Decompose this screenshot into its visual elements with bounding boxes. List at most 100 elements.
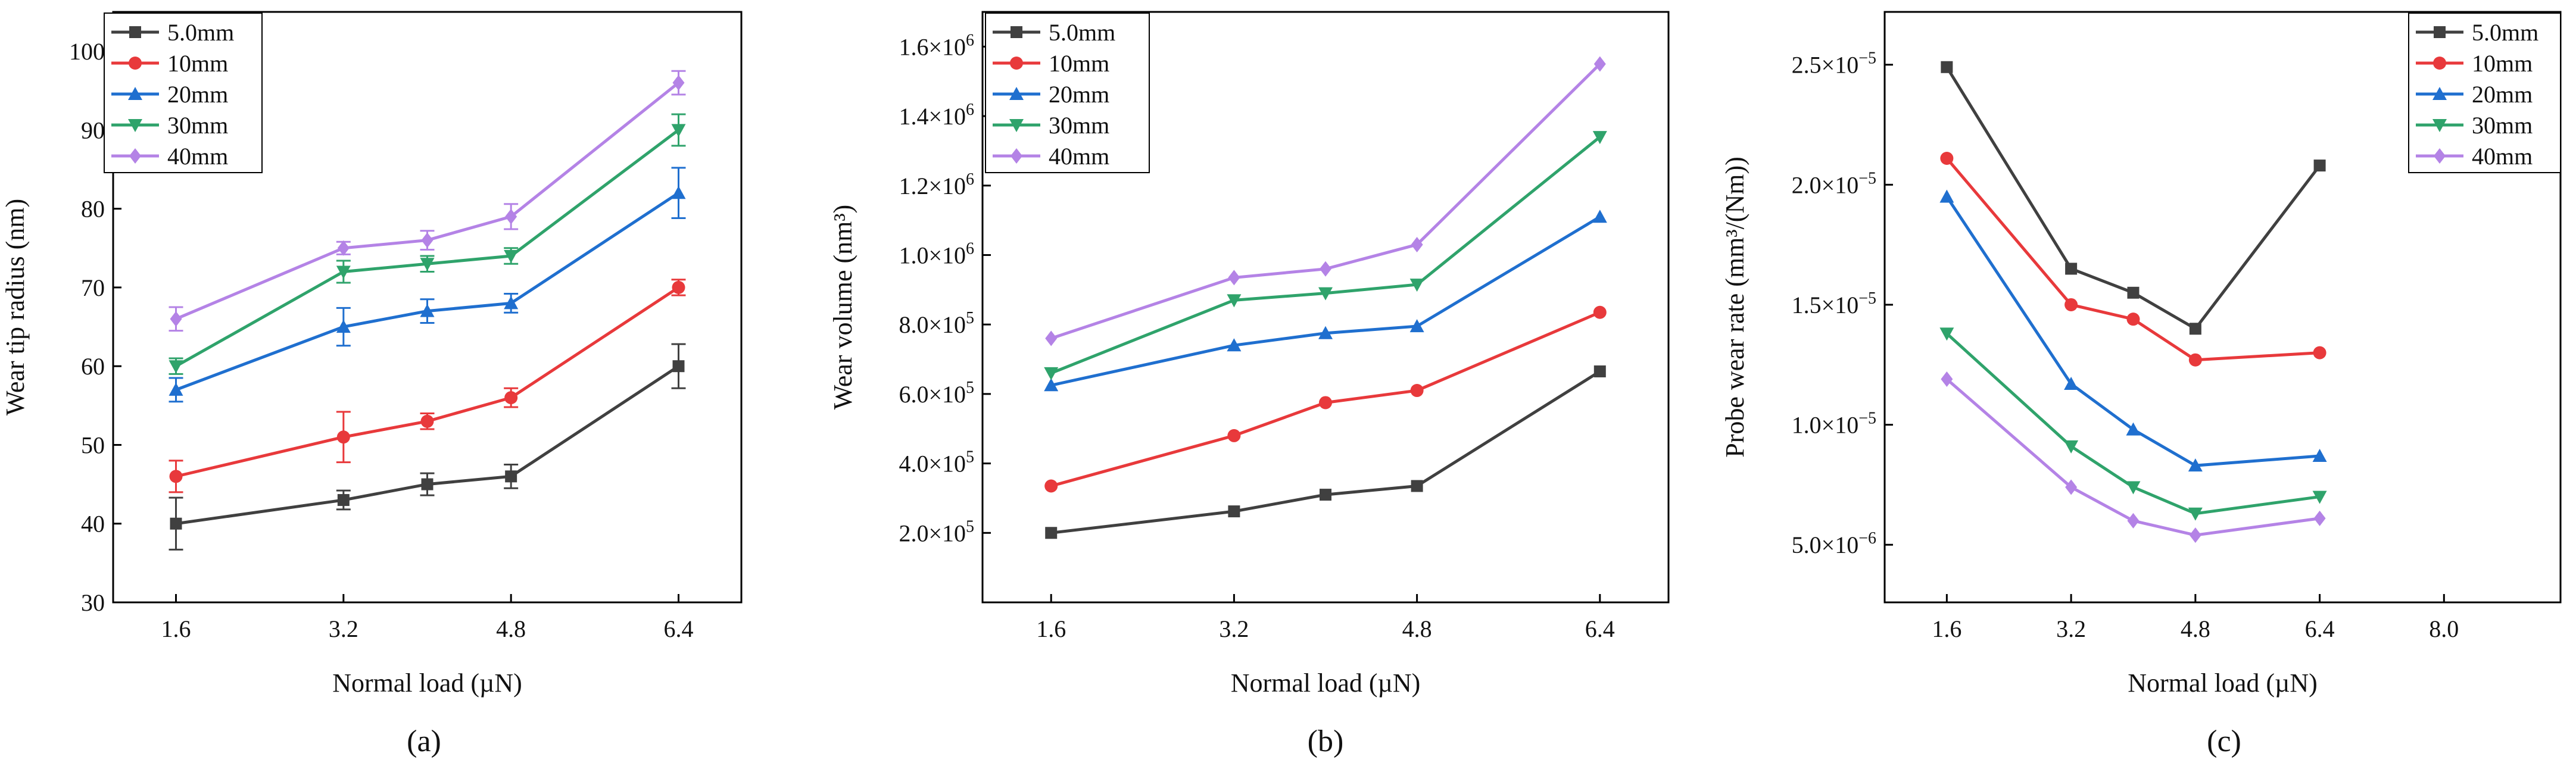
legend-swatch-marker [129, 26, 141, 38]
data-point [170, 517, 182, 530]
data-point [2065, 479, 2078, 495]
series-20mm [1044, 210, 1607, 392]
data-point [169, 360, 183, 374]
data-point [1592, 210, 1607, 223]
data-point [1320, 489, 1331, 501]
series-5.0mm [1941, 61, 2326, 335]
y-tick-label: 2.0×105 [899, 517, 974, 546]
y-tick-label-exponent: 5 [966, 448, 974, 467]
data-point [505, 208, 517, 224]
y-tick-label-mantissa: 2.0×10 [899, 520, 966, 546]
data-point [337, 240, 350, 256]
legend-label: 20mm [167, 81, 228, 108]
data-point [1227, 338, 1242, 352]
series-line [175, 192, 679, 392]
legend: 5.0mm 10mm 20mm 30mm 40mm [985, 12, 1150, 173]
data-point [2064, 298, 2078, 311]
data-point [1227, 294, 1242, 308]
data-point [337, 494, 350, 507]
data-point [1045, 330, 1058, 346]
legend-swatch-marker [1009, 87, 1024, 100]
data-point [671, 124, 686, 137]
chart-panel-a: 1.6 3.2 4.8 6.4 30 40 50 60 70 80 90 100 Normal load… [1, 11, 743, 698]
y-tick-label-mantissa: 1.4×10 [899, 103, 966, 130]
y-axis-label: Wear volume (nm³) [828, 205, 857, 410]
legend-swatch-marker [2432, 119, 2447, 132]
y-tick-label-exponent: 6 [966, 31, 974, 49]
x-tick-label: 1.6 [1932, 615, 1961, 642]
y-tick-label: 1.0×10−5 [1792, 410, 1876, 439]
data-point [1410, 384, 1424, 398]
data-point [672, 280, 685, 294]
legend-label: 10mm [2472, 50, 2533, 77]
series-20mm [169, 167, 686, 403]
y-tick-label-exponent: −5 [1858, 49, 1876, 68]
legend-swatch-marker [2434, 26, 2446, 38]
data-point [2312, 490, 2327, 504]
y-tick-label: 1.2×106 [899, 170, 974, 199]
data-point [1939, 189, 1954, 203]
data-point [1318, 287, 1333, 301]
data-point [1941, 61, 1953, 73]
legend-label: 40mm [2472, 143, 2533, 170]
data-point [2188, 458, 2203, 472]
data-point [420, 258, 435, 271]
y-axis-label: Probe wear rate (mm³/(Nm)) [1720, 157, 1749, 458]
y-tick-label-mantissa: 2.5×10 [1792, 52, 1859, 79]
plot-frame [112, 11, 743, 604]
x-tick-label: 6.4 [2305, 615, 2335, 642]
data-point [1044, 367, 1059, 380]
data-point [2189, 527, 2201, 543]
y-tick-label-exponent: −5 [1858, 410, 1876, 428]
data-point [336, 265, 351, 279]
data-point [2189, 323, 2201, 335]
data-point [1593, 56, 1606, 72]
y-tick-label-exponent: −5 [1858, 169, 1876, 187]
panel-label-b: (b) [1308, 724, 1344, 758]
data-point [1319, 396, 1332, 410]
x-tick-label: 8.0 [2429, 615, 2459, 642]
x-tick-label: 4.8 [2181, 615, 2210, 642]
data-point [2313, 346, 2326, 360]
y-tick-label: 30 [81, 589, 105, 616]
data-point [420, 414, 434, 428]
data-point [2127, 512, 2140, 529]
data-point [2188, 353, 2202, 367]
legend-swatch-marker [2432, 87, 2447, 100]
data-point [1941, 371, 1953, 387]
y-tick-label: 40 [81, 511, 105, 537]
legend-label: 20mm [2472, 81, 2533, 108]
legend-swatch-marker [129, 148, 141, 164]
data-point [2188, 507, 2203, 521]
y-tick-label: 2.0×10−5 [1792, 169, 1876, 198]
legend-swatch-marker [1011, 148, 1022, 164]
legend-label: 5.0mm [2472, 19, 2538, 46]
y-tick-label-exponent: 6 [966, 170, 974, 189]
x-axis-label: Normal load (µN) [332, 668, 522, 698]
data-point [1409, 319, 1424, 333]
plot-frame [981, 11, 1670, 604]
data-point [1592, 131, 1607, 145]
y-tick-label-mantissa: 1.0×10 [1792, 412, 1859, 439]
y-tick-label-mantissa: 5.0×10 [1792, 532, 1859, 558]
y-tick-label-exponent: 5 [966, 309, 974, 327]
legend-swatch-marker [2434, 148, 2446, 164]
chart-panel-c: 1.6 3.2 4.8 6.4 8.05.0×10−61.0×10−51.5×10−52… [1720, 11, 2562, 698]
y-tick-label: 1.0×106 [899, 239, 974, 268]
y-tick-label-mantissa: 1.5×10 [1792, 292, 1859, 318]
data-point [2064, 440, 2079, 454]
y-tick-label-mantissa: 4.0×10 [899, 451, 966, 477]
series-line [1945, 378, 2320, 537]
y-tick-label: 1.4×106 [899, 101, 974, 130]
series-line [1050, 370, 1601, 535]
data-point [2127, 286, 2140, 299]
plot-frame [1883, 11, 2562, 604]
data-point [1409, 279, 1424, 292]
legend-swatch-marker [128, 119, 142, 132]
data-point [1320, 261, 1331, 277]
legend-swatch-marker [1010, 57, 1023, 70]
legend-label: 5.0mm [1049, 19, 1115, 46]
legend-label: 30mm [2472, 112, 2533, 139]
data-point [1593, 365, 1606, 377]
x-tick-label: 1.6 [1036, 615, 1066, 642]
